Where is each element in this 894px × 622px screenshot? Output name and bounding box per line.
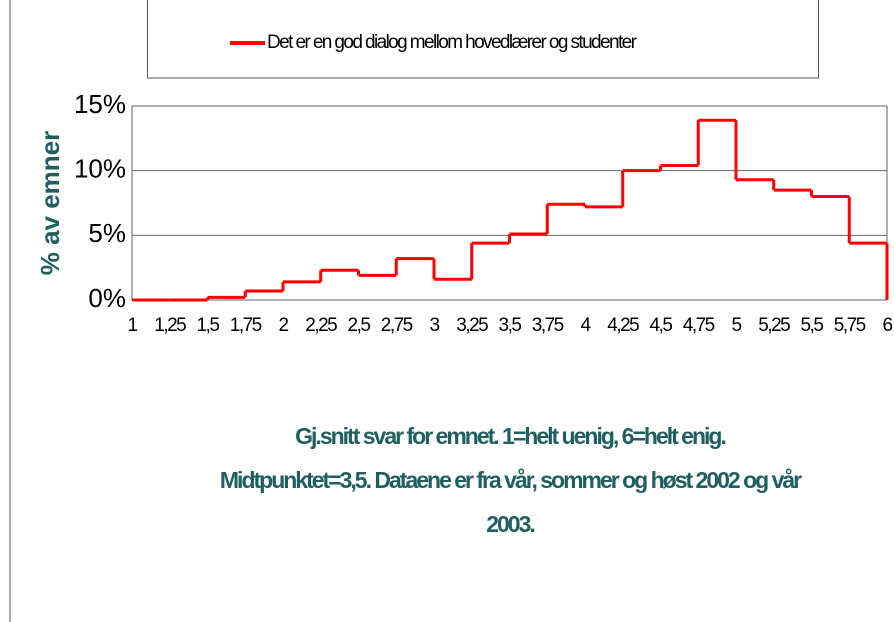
x-tick-label: 4,5 [650,315,673,336]
x-tick-label: 5,75 [834,315,866,336]
y-tick-label: 5% [88,218,126,248]
x-tick-label: 4,25 [607,315,639,336]
x-axis-title: Gj.snitt svar for emnet. 1=helt uenig, 6… [295,423,725,449]
x-tick-label: 5,25 [758,315,790,336]
x-axis-title: Midtpunktet=3,5. Dataene er fra vår, som… [220,467,802,493]
x-tick-label: 1,75 [230,315,262,336]
x-tick-label: 1,25 [154,315,186,336]
x-tick-label: 1 [127,315,137,336]
x-tick-label: 3 [429,315,439,336]
x-tick-label: 4 [580,315,591,336]
x-tick-label: 2,25 [305,315,337,336]
legend-box [147,0,819,79]
x-tick-label: 3,75 [532,315,564,336]
y-tick-label: 0% [88,283,126,313]
y-tick-label: 10% [74,154,126,184]
y-tick-label: 15% [74,89,126,119]
x-tick-label: 6 [882,315,892,336]
x-tick-label: 2,5 [348,315,371,336]
x-tick-label: 3,25 [456,315,488,336]
x-tick-label: 1,5 [197,315,220,336]
x-tick-label: 2,75 [381,315,413,336]
x-tick-label: 5 [731,315,741,336]
x-axis-title: 2003. [486,511,534,537]
x-tick-label: 5,5 [801,315,824,336]
x-tick-label: 4,75 [683,315,715,336]
legend-label: Det er en god dialog mellom hovedlærer o… [267,32,638,53]
y-axis-title: % av emner [35,131,65,276]
x-tick-label: 2 [278,315,288,336]
x-tick-label: 3,5 [499,315,522,336]
